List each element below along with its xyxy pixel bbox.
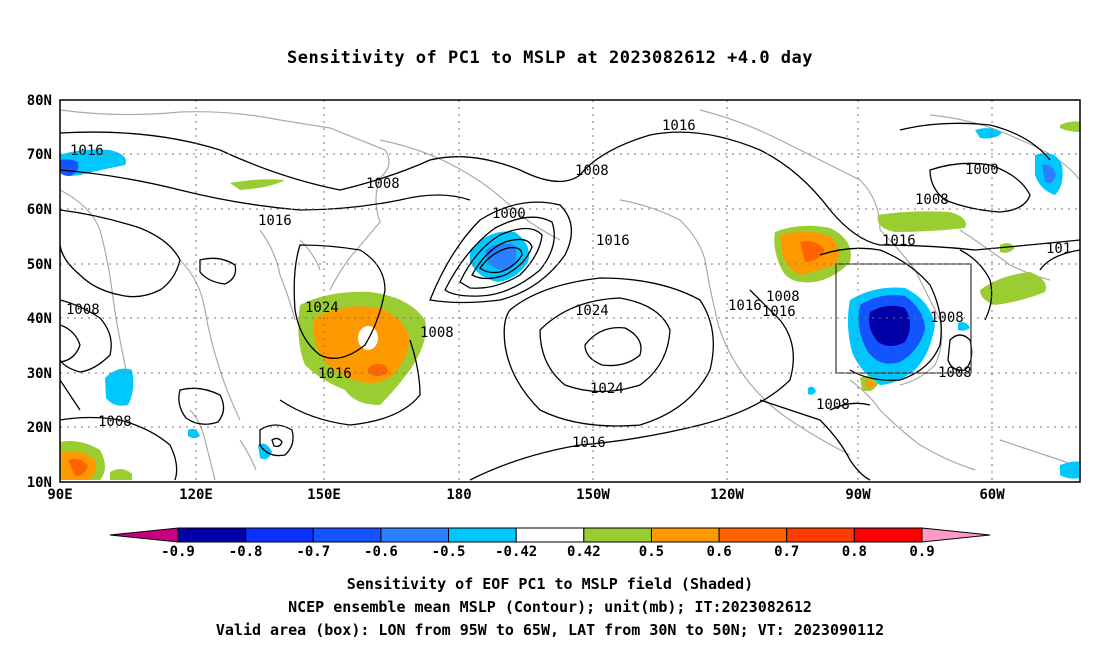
gridlines [60, 100, 1080, 482]
lat-label: 10N [27, 475, 52, 491]
contour-label: 1000 [492, 206, 526, 222]
lon-label: 120E [179, 487, 213, 503]
lon-label: 120W [710, 487, 744, 503]
lat-label: 80N [27, 93, 52, 109]
sensitivity-shading [60, 121, 1080, 480]
page-title: Sensitivity of PC1 to MSLP at 2023082612… [286, 48, 813, 68]
contour-label: 1008 [66, 302, 100, 318]
contour-label: 1016 [762, 304, 796, 320]
colorbar-labels: -0.9 -0.8 -0.7 -0.6 -0.5 -0.42 0.42 0.5 0.6 0.7 0.… [161, 544, 935, 560]
contour-label: 1008 [420, 325, 454, 341]
caption-contour: NCEP ensemble mean MSLP (Contour); unit(… [288, 598, 812, 616]
contour-label: 1016 [882, 233, 916, 249]
contour-label: 1008 [575, 163, 609, 179]
contour-label: 1008 [98, 414, 132, 430]
contour-label: 1008 [366, 176, 400, 192]
lon-label: 150W [576, 487, 610, 503]
colorbar-tick-label: -0.5 [432, 544, 466, 560]
map-frame [59, 99, 1081, 483]
colorbar-tick-label: 0.8 [842, 544, 867, 560]
contour-label: 1016 [572, 435, 606, 451]
colorbar-swatch [312, 527, 382, 543]
colorbar-swatch [515, 527, 585, 543]
lon-label: 150E [307, 487, 341, 503]
lat-label: 40N [27, 311, 52, 327]
lon-label: 60W [979, 487, 1005, 503]
colorbar-min-triangle [109, 527, 179, 543]
contour-label: 101 [1046, 241, 1071, 257]
colorbar-tick-label: 0.7 [774, 544, 799, 560]
colorbar-swatch [583, 527, 652, 543]
lon-axis: 90E 120E 150E 180 150W 120W 90W 60W [47, 487, 1005, 503]
colorbar-tick-label: 0.42 [567, 544, 601, 560]
coastlines [60, 109, 1080, 481]
contour-label: 1016 [258, 213, 292, 229]
colorbar-tick-label: -0.9 [161, 544, 195, 560]
mslp-contours [60, 122, 1080, 481]
colorbar-tick-label: -0.8 [229, 544, 263, 560]
contour-label: 1008 [766, 289, 800, 305]
lat-label: 20N [27, 420, 52, 436]
colorbar-swatch [380, 527, 450, 543]
contour-label: 1016 [318, 366, 352, 382]
colorbar-tick-label: -0.6 [364, 544, 398, 560]
contour-label: 1008 [816, 397, 850, 413]
colorbar-max-triangle [921, 527, 991, 543]
colorbar-tick-label: 0.9 [909, 544, 934, 560]
colorbar-swatch [786, 527, 855, 543]
contour-label: 1008 [930, 310, 964, 326]
lat-label: 30N [27, 366, 52, 382]
colorbar-tick-label: -0.42 [495, 544, 537, 560]
colorbar-swatch [853, 527, 923, 543]
colorbar-tick-label: -0.7 [296, 544, 330, 560]
colorbar [109, 527, 991, 543]
caption-shaded: Sensitivity of EOF PC1 to MSLP field (Sh… [346, 575, 754, 593]
lat-label: 60N [27, 202, 52, 218]
contour-labels: 1016 1016 1008 1008 1016 1000 1016 1024 … [66, 118, 1071, 451]
contour-label: 1016 [70, 143, 104, 159]
contour-label: 1016 [662, 118, 696, 134]
contour-label: 1024 [590, 381, 624, 397]
contour-label: 1000 [965, 162, 999, 178]
contour-label: 1008 [915, 192, 949, 208]
colorbar-swatch [718, 527, 788, 543]
contour-label: 1016 [596, 233, 630, 249]
lon-label: 90W [845, 487, 871, 503]
colorbar-swatch [177, 527, 247, 543]
colorbar-swatch [245, 527, 314, 543]
colorbar-swatch [448, 527, 517, 543]
colorbar-tick-label: 0.6 [706, 544, 731, 560]
contour-label: 1024 [305, 300, 339, 316]
contour-label: 1024 [575, 303, 609, 319]
lat-axis: 80N 70N 60N 50N 40N 30N 20N 10N [27, 93, 52, 491]
colorbar-tick-label: 0.5 [639, 544, 664, 560]
contour-label: 1016 [728, 298, 762, 314]
colorbar-swatch [650, 527, 720, 543]
lon-label: 90E [47, 487, 72, 503]
lat-label: 50N [27, 257, 52, 273]
lat-label: 70N [27, 147, 52, 163]
lon-label: 180 [446, 487, 471, 503]
caption-valid-area: Valid area (box): LON from 95W to 65W, L… [215, 621, 885, 639]
